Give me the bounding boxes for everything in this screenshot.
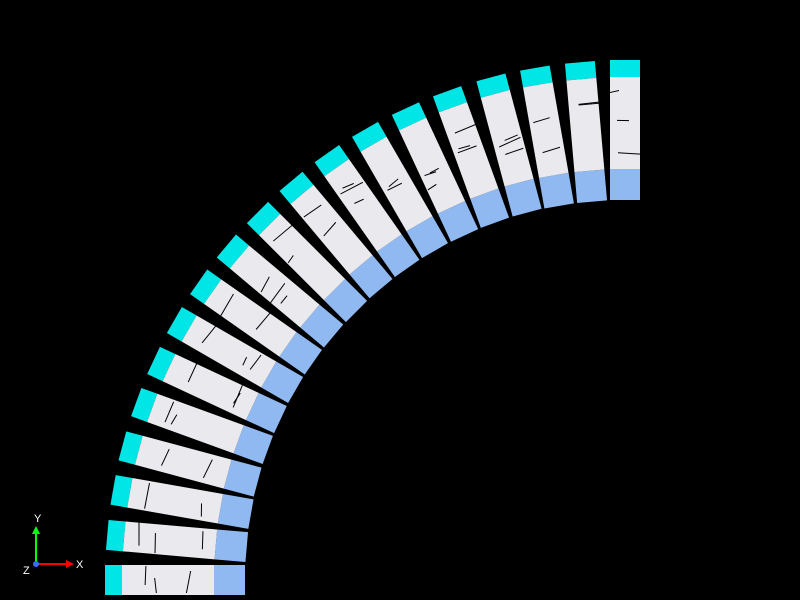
axis-triad: Y X Z — [18, 512, 88, 582]
z-axis-label: Z — [23, 565, 30, 577]
bar-inner-tip — [610, 169, 640, 200]
arc-bar — [106, 520, 248, 562]
y-axis: Y — [32, 513, 42, 564]
bar-inner-tip — [574, 169, 607, 202]
bar-cracks — [122, 565, 214, 595]
z-axis: Z — [23, 561, 39, 577]
bar-cracks — [566, 77, 604, 172]
arc-bar — [105, 565, 245, 595]
bar-middle — [122, 521, 217, 559]
bar-outer-tip — [610, 60, 640, 77]
bar-cracks — [610, 77, 640, 169]
x-axis-label: X — [76, 559, 84, 571]
viewport: Y X Z — [0, 0, 800, 600]
bar-middle — [122, 565, 214, 595]
bar-middle — [566, 77, 604, 172]
bar-outer-tip — [105, 565, 122, 595]
bar-cracks — [122, 521, 217, 559]
arc-bar — [565, 61, 607, 203]
x-axis: X — [36, 559, 84, 571]
y-axis-label: Y — [34, 513, 42, 525]
bar-inner-tip — [539, 173, 574, 209]
bar-inner-tip — [218, 494, 254, 529]
bar-inner-tip — [214, 565, 245, 595]
arc-bar — [610, 60, 640, 200]
bar-inner-tip — [214, 529, 247, 562]
bar-middle — [610, 77, 640, 169]
